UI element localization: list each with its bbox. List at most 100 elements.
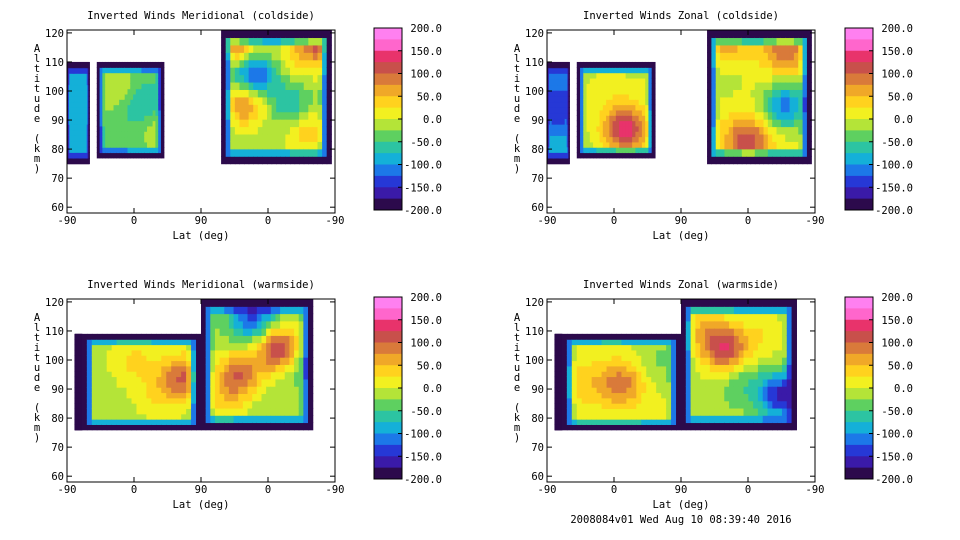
- contour-cell: [84, 67, 87, 74]
- contour-cell: [82, 129, 85, 136]
- contour-cell: [559, 90, 561, 97]
- contour-cell: [210, 393, 216, 402]
- contour-cell: [298, 386, 304, 395]
- contour-cell: [628, 152, 633, 159]
- contour-cell: [186, 339, 192, 346]
- contour-cell: [606, 147, 610, 154]
- contour-cell: [661, 424, 667, 431]
- contour-cell: [214, 320, 221, 329]
- contour-cell: [548, 152, 551, 159]
- contour-cell: [133, 104, 137, 111]
- contour-cell: [556, 141, 558, 148]
- contour-cell: [135, 77, 140, 84]
- y-tick-label: 110: [45, 57, 64, 69]
- contour-cell: [772, 81, 778, 90]
- contour-cell: [746, 111, 752, 120]
- contour-cell: [599, 88, 604, 95]
- contour-cell: [289, 320, 295, 329]
- contour-cell: [86, 152, 89, 159]
- contour-cell: [74, 95, 76, 103]
- contour-cell: [560, 101, 562, 108]
- contour-cell: [566, 124, 569, 131]
- contour-cell: [230, 59, 236, 68]
- contour-cell: [186, 344, 192, 351]
- contour-cell: [555, 129, 557, 136]
- contour-cell: [615, 147, 620, 154]
- contour-cell: [79, 73, 81, 80]
- contour-cell: [707, 52, 712, 61]
- contour-cell: [248, 89, 254, 98]
- contour-cell: [632, 72, 637, 79]
- contour-cell: [70, 141, 73, 148]
- contour-cell: [632, 61, 637, 68]
- contour-cell: [230, 67, 236, 76]
- contour-cell: [638, 120, 643, 127]
- contour-cell: [78, 135, 80, 142]
- contour-cell: [201, 320, 207, 329]
- contour-cell: [317, 119, 323, 128]
- contour-cell: [146, 339, 152, 346]
- contour-cell: [671, 355, 677, 362]
- contour-region-3: [707, 30, 812, 165]
- contour-cell: [156, 333, 162, 340]
- contour-cell: [303, 30, 309, 39]
- contour-cell: [275, 320, 281, 329]
- contour-cell: [96, 344, 103, 351]
- contour-cell: [789, 52, 795, 61]
- contour-cell: [160, 83, 165, 90]
- contour-cell: [68, 118, 71, 125]
- y-tick-label: 60: [51, 471, 64, 483]
- contour-cell: [746, 67, 752, 76]
- contour-cell: [676, 376, 682, 383]
- contour-cell: [636, 413, 642, 420]
- contour-cell: [551, 95, 554, 103]
- contour-cell: [121, 141, 126, 148]
- contour-cell: [606, 397, 613, 404]
- contour-cell: [312, 30, 319, 39]
- contour-cell: [67, 95, 69, 103]
- contour-cell: [271, 156, 277, 165]
- contour-cell: [135, 152, 140, 159]
- contour-cell: [276, 30, 282, 39]
- contour-cell: [591, 392, 598, 399]
- contour-cell: [289, 52, 296, 61]
- contour-cell: [181, 344, 187, 351]
- contour-cell: [626, 424, 632, 431]
- contour-cell: [270, 415, 277, 424]
- contour-cell: [583, 152, 588, 159]
- contour-cell: [171, 355, 177, 362]
- contour-cell: [133, 93, 137, 100]
- contour-cell: [152, 147, 157, 154]
- contour-cell: [746, 30, 752, 39]
- contour-cell: [196, 365, 202, 372]
- contour-cell: [612, 93, 617, 100]
- contour-cell: [67, 61, 69, 69]
- contour-cell: [609, 104, 614, 111]
- contour-cell: [196, 355, 202, 362]
- contour-cell: [767, 148, 773, 157]
- contour-cell: [82, 135, 85, 142]
- contour-cell: [641, 83, 646, 90]
- contour-cell: [750, 37, 756, 46]
- contour-cell: [580, 141, 584, 148]
- contour-cell: [785, 133, 791, 142]
- contour-cell: [262, 111, 268, 120]
- contour-cell: [671, 344, 677, 351]
- contour-cell: [284, 364, 291, 373]
- contour-cell: [661, 371, 667, 378]
- contour-cell: [596, 408, 603, 415]
- contour-cell: [626, 355, 632, 362]
- contour-cell: [602, 131, 607, 138]
- contour-cell: [715, 156, 721, 165]
- contour-cell: [284, 357, 291, 365]
- contour-cell: [299, 104, 305, 113]
- contour-cell: [252, 422, 258, 431]
- contour-cell: [626, 333, 632, 340]
- contour-cell: [105, 136, 109, 143]
- contour-cell: [271, 74, 277, 83]
- contour-region-3: [221, 30, 332, 165]
- contour-cell: [728, 133, 734, 142]
- contour-cell: [75, 67, 77, 74]
- contour-cell: [609, 120, 614, 127]
- contour-cell: [645, 109, 650, 116]
